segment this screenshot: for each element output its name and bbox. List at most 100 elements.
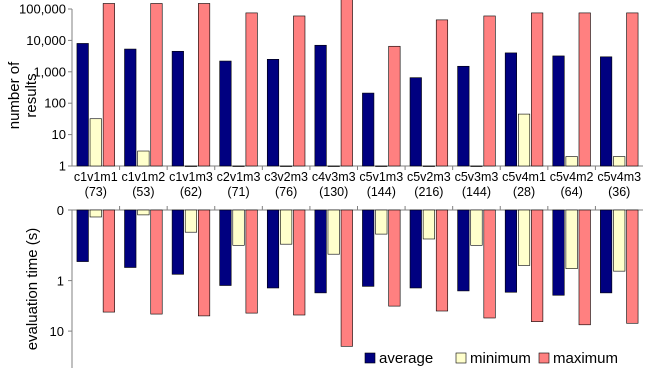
top-bar-average	[219, 60, 232, 167]
bottom-bar-maximum	[150, 209, 163, 315]
top-bar-minimum	[232, 165, 245, 167]
category-count-label: (28)	[513, 185, 535, 199]
bottom-bar-average	[552, 209, 565, 296]
category-count-label: (130)	[319, 185, 348, 199]
bottom-bar-maximum	[293, 209, 306, 316]
top-bar-maximum	[150, 3, 163, 167]
top-bar-maximum	[531, 12, 544, 167]
category-count-label: (76)	[275, 185, 297, 199]
bottom-y-tick-label: 1	[57, 274, 64, 289]
bottom-bar-maximum	[626, 209, 639, 324]
legend-swatch-average	[364, 352, 376, 364]
top-bar-maximum	[198, 3, 211, 167]
top-bar-maximum	[293, 15, 306, 167]
bottom-bar-maximum	[388, 209, 401, 307]
bottom-bar-maximum	[340, 209, 353, 347]
top-y-tick-label: 1,000	[33, 64, 66, 79]
category-count-label: (64)	[561, 185, 583, 199]
top-bar-average	[124, 48, 137, 167]
top-bar-minimum	[517, 113, 531, 167]
bottom-bar-minimum	[327, 209, 340, 255]
bottom-bar-minimum	[89, 209, 102, 218]
top-bar-maximum	[626, 12, 639, 167]
top-bar-minimum	[613, 156, 626, 167]
top-bar-maximum	[578, 12, 591, 167]
top-bar-minimum	[565, 156, 578, 167]
top-y-tick-label: 1	[59, 159, 66, 174]
top-bar-maximum	[102, 3, 115, 167]
category-count-label: (71)	[227, 185, 249, 199]
bottom-bar-average	[219, 209, 232, 286]
top-bar-minimum	[375, 165, 388, 167]
top-bar-maximum	[435, 19, 449, 167]
bottom-bar-minimum	[422, 209, 435, 240]
category-label: c5v4m1	[502, 170, 546, 184]
top-bar-average	[457, 65, 470, 167]
bottom-bar-minimum	[232, 209, 245, 246]
bottom-bar-average	[409, 209, 422, 289]
bottom-bar-maximum	[578, 209, 591, 326]
top-bar-minimum	[470, 165, 483, 167]
top-bar-maximum	[340, 0, 353, 167]
top-bar-average	[314, 44, 327, 167]
bottom-bar-minimum	[517, 209, 531, 266]
top-bar-average	[362, 92, 375, 167]
top-bar-average	[266, 58, 280, 167]
bottom-bar-average	[314, 209, 327, 294]
top-y-tick-label: 10,000	[26, 33, 66, 48]
category-label: c1v1m2	[121, 170, 165, 184]
bottom-bar-maximum	[102, 209, 115, 313]
bottom-bar-minimum	[137, 209, 150, 216]
top-bar-average	[504, 52, 517, 167]
top-bar-average	[76, 43, 89, 167]
top-bar-minimum	[327, 165, 340, 167]
bottom-bar-average	[76, 209, 89, 262]
category-count-label: (36)	[608, 185, 630, 199]
bottom-bar-maximum	[435, 209, 449, 312]
top-bar-minimum	[89, 118, 102, 167]
top-bar-average	[600, 56, 613, 167]
top-bar-maximum	[483, 15, 496, 167]
top-bar-average	[171, 50, 184, 167]
category-label: c3v2m3	[264, 170, 308, 184]
bottom-y-tick-label: 0	[57, 203, 64, 218]
bottom-bar-maximum	[531, 209, 544, 322]
top-bar-minimum	[184, 165, 198, 167]
top-y-tick-label: 100	[44, 96, 66, 111]
category-label: c4v3m3	[312, 170, 356, 184]
category-count-label: (62)	[180, 185, 202, 199]
bottom-bar-average	[266, 209, 280, 289]
bottom-bar-maximum	[198, 209, 211, 317]
category-count-label: (73)	[85, 185, 107, 199]
category-label: c5v1m3	[359, 170, 403, 184]
category-label: c2v1m3	[217, 170, 261, 184]
category-label: c5v4m2	[550, 170, 594, 184]
top-bar-average	[409, 77, 422, 167]
category-count-label: (144)	[367, 185, 396, 199]
top-y-tick-label: 10	[52, 127, 66, 142]
top-bar-maximum	[388, 45, 401, 167]
bottom-bar-minimum	[613, 209, 626, 272]
bottom-bar-minimum	[565, 209, 578, 269]
bottom-y-axis-label: evaluation time (s)	[24, 228, 41, 351]
category-count-label: (216)	[414, 185, 443, 199]
top-bar-average	[552, 55, 565, 167]
legend-label-minimum: minimum	[470, 350, 531, 367]
legend-label-maximum: maximum	[553, 350, 618, 367]
bottom-bar-average	[457, 209, 470, 292]
bottom-bar-average	[362, 209, 375, 287]
bottom-bar-minimum	[470, 209, 483, 246]
bottom-bar-maximum	[245, 209, 258, 314]
category-label: c5v3m3	[455, 170, 499, 184]
top-bar-maximum	[245, 12, 258, 167]
legend-label-average: average	[379, 350, 433, 367]
bottom-bar-minimum	[375, 209, 388, 235]
category-label: c1v1m1	[74, 170, 118, 184]
top-bar-minimum	[422, 165, 435, 167]
legend: average minimum maximum	[364, 350, 618, 367]
bottom-bar-average	[600, 209, 613, 294]
category-count-label: (53)	[132, 185, 154, 199]
legend-swatch-maximum	[538, 352, 550, 364]
top-bar-minimum	[280, 165, 293, 167]
